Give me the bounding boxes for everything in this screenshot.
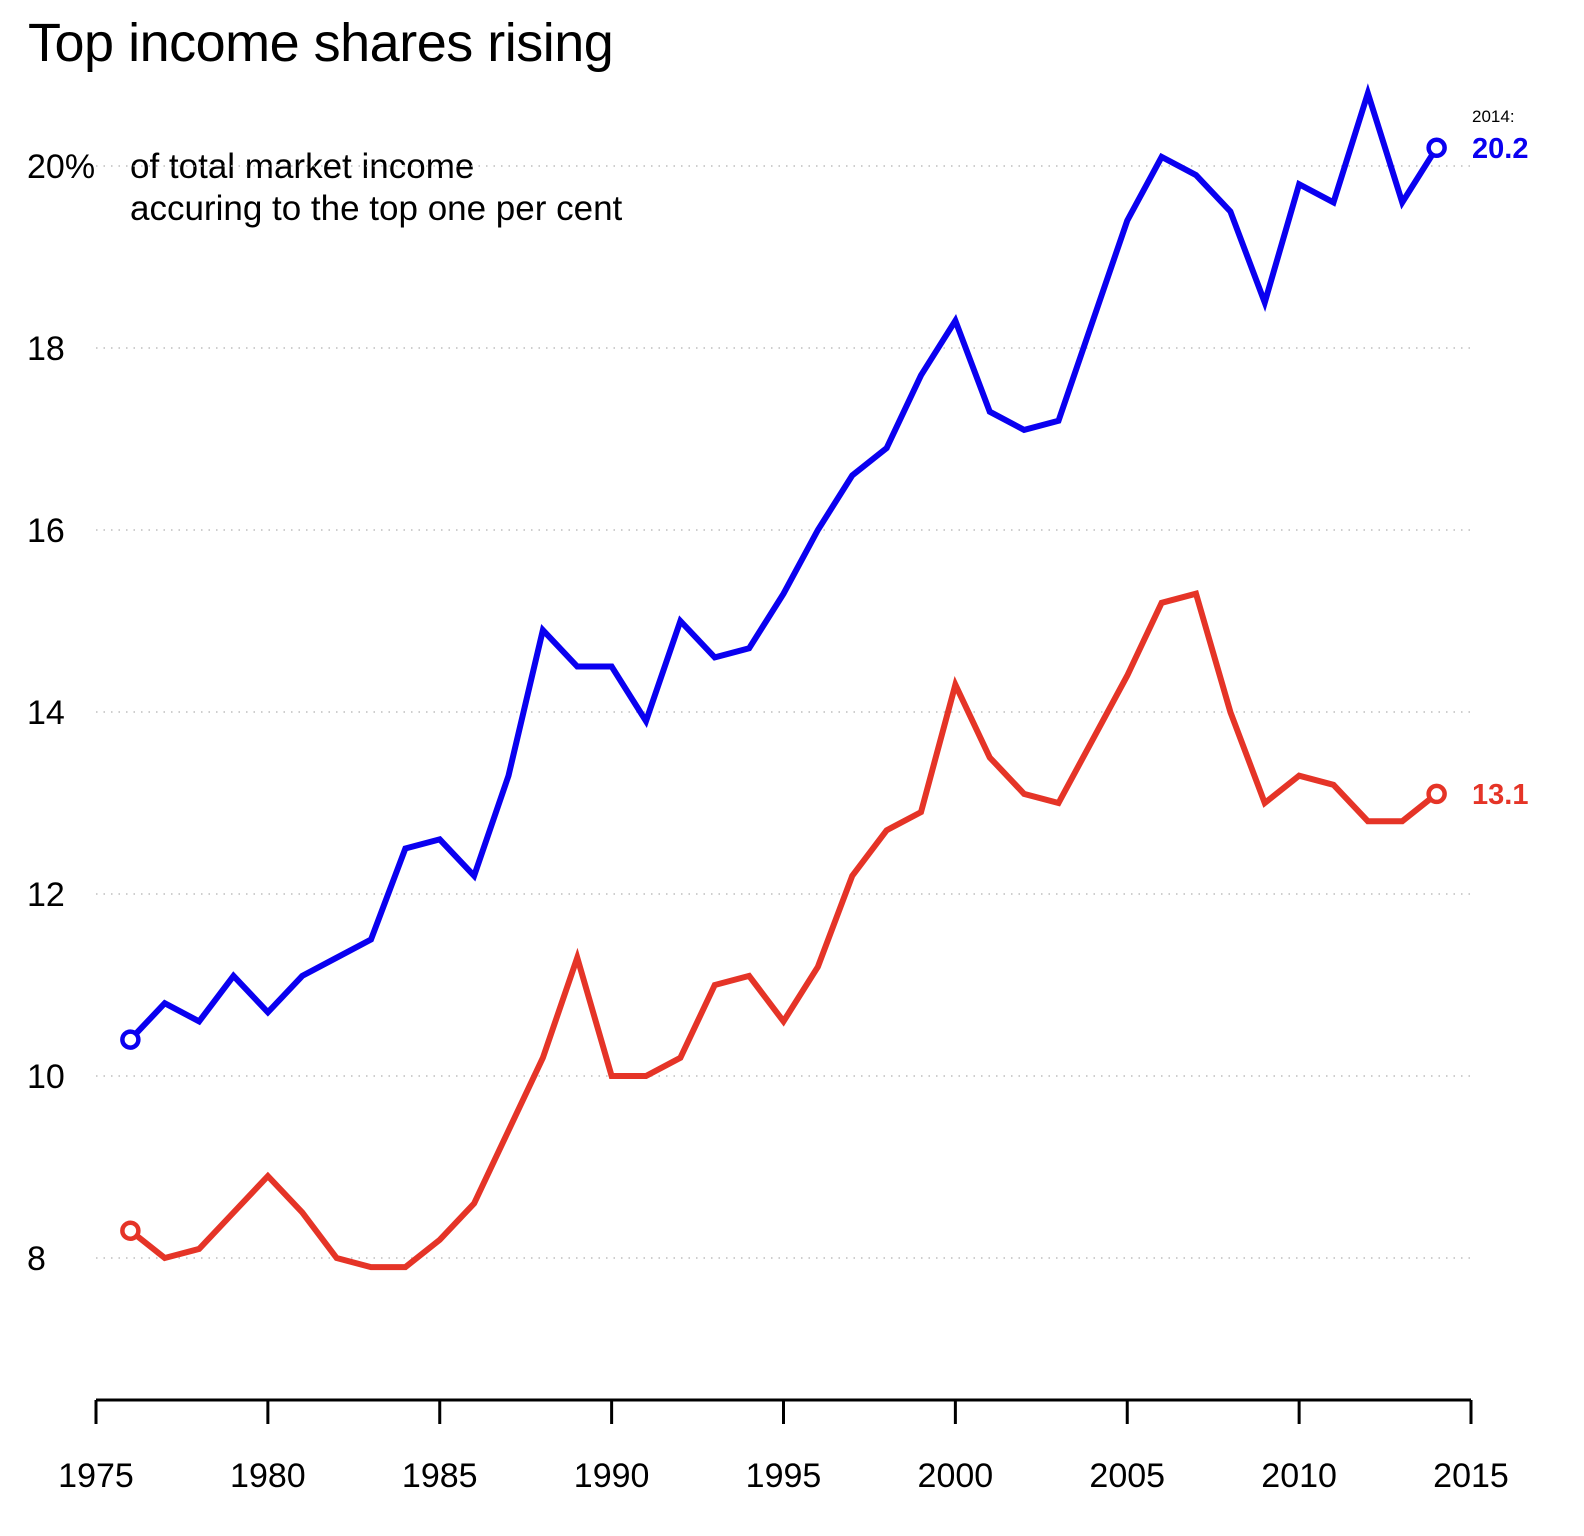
y-tick-label-14: 14 <box>27 694 65 732</box>
x-tick-label-2010: 2010 <box>1261 1457 1337 1495</box>
y-tick-label-8: 8 <box>27 1240 46 1278</box>
x-tick-label-1975: 1975 <box>58 1457 134 1495</box>
gridlines <box>96 165 1471 1259</box>
x-tick-label-2015: 2015 <box>1433 1457 1509 1495</box>
subtitle-line-2: accuring to the top one per cent <box>130 189 623 228</box>
y-tick-label-18: 18 <box>27 330 65 368</box>
x-tick-label-1985: 1985 <box>402 1457 478 1495</box>
red-series-endpoint-marker <box>120 1220 141 1241</box>
y-tick-label-10: 10 <box>27 1058 65 1096</box>
x-tick-label-1995: 1995 <box>746 1457 822 1495</box>
chart-title: Top income shares rising <box>28 13 614 73</box>
y-tick-label-16: 16 <box>27 512 65 550</box>
blue-series-line <box>128 83 1440 1042</box>
x-tick-label-2000: 2000 <box>918 1457 994 1495</box>
series-lines <box>120 83 1447 1271</box>
red-series-endpoint-marker <box>1426 783 1447 805</box>
end-year-label: 2014: <box>1472 107 1515 126</box>
blue-series-endpoint-marker <box>1426 137 1447 159</box>
red-series-line <box>128 590 1439 1271</box>
end-labels: 20.2 13.1 2014: <box>1472 107 1528 811</box>
blue-series-end-label: 20.2 <box>1472 133 1528 165</box>
y-axis-labels: 8 10 12 14 16 18 20% <box>27 148 95 1278</box>
x-tick-label-1980: 1980 <box>230 1457 306 1495</box>
chart-subtitle: of total market income accuring to the t… <box>130 146 622 230</box>
x-tick-label-1990: 1990 <box>574 1457 650 1495</box>
y-tick-label-12: 12 <box>27 876 65 914</box>
x-axis: 1975 1980 1985 1990 1995 2000 2005 2010 2015 <box>58 1398 1509 1495</box>
blue-series-endpoint-marker <box>120 1029 141 1050</box>
y-tick-label-20: 20% <box>27 148 95 186</box>
red-series-end-label: 13.1 <box>1472 779 1528 811</box>
x-tick-label-2005: 2005 <box>1089 1457 1165 1495</box>
